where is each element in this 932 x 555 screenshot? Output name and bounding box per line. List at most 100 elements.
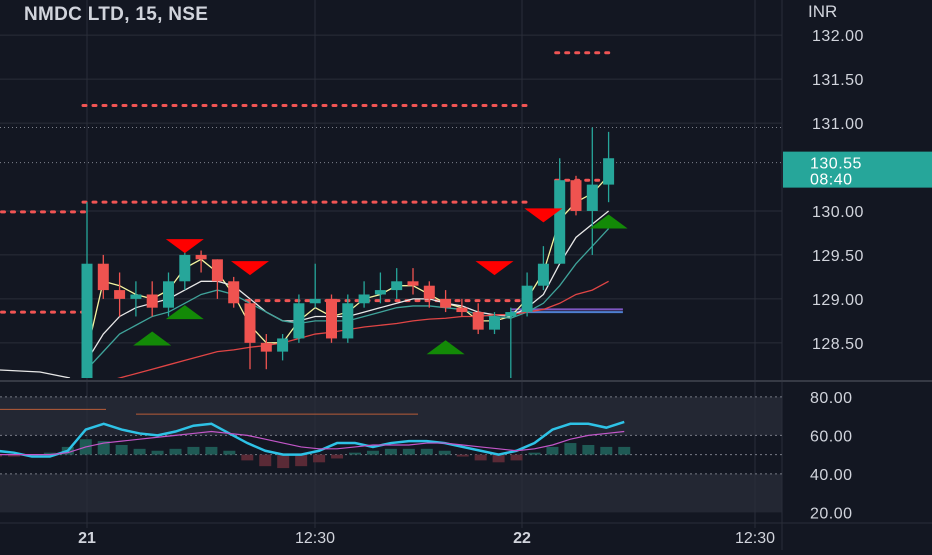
candle-body <box>260 342 272 352</box>
candle-body <box>423 285 435 299</box>
price-pane <box>0 51 782 378</box>
histogram-bar <box>43 452 56 455</box>
histogram-bar <box>241 454 254 461</box>
candle-body <box>391 281 403 291</box>
time-axis: 21 12:30 22 12:30 <box>78 530 775 547</box>
histogram-bar <box>582 444 595 455</box>
rsi-tick-label: 60.00 <box>810 428 853 445</box>
candle-body <box>211 259 223 282</box>
price-tick-label: 129.00 <box>812 292 864 309</box>
histogram-bar <box>133 448 146 455</box>
histogram-bar <box>618 446 631 455</box>
candle-body <box>456 307 468 313</box>
buy-signal-triangle <box>165 305 204 320</box>
candle-body <box>570 180 582 211</box>
candle-body <box>195 254 207 260</box>
price-tick-label: 130.00 <box>812 204 864 221</box>
histogram-bar <box>510 454 523 461</box>
rsi-tick-label: 80.00 <box>810 390 853 407</box>
rsi-band <box>0 473 782 513</box>
rsi-line <box>0 420 625 458</box>
candle-body <box>293 303 305 339</box>
rsi-tick-label: 40.00 <box>810 467 853 484</box>
sell-signal-triangle <box>524 208 563 223</box>
histogram-bar <box>295 454 308 467</box>
sell-signal-triangle <box>231 261 269 276</box>
time-tick-label: 21 <box>78 530 96 547</box>
price-tick-label: 132.00 <box>812 28 864 45</box>
histogram-bar <box>115 444 128 455</box>
candle-body <box>309 298 321 304</box>
symbol-title: NMDC LTD, 15, NSE <box>24 4 209 25</box>
histogram-bar <box>205 446 218 455</box>
histogram-bar <box>0 454 2 457</box>
histogram-bar <box>492 454 505 463</box>
time-tick-label: 12:30 <box>295 530 335 547</box>
candle-body <box>358 294 370 304</box>
price-tick-label: 131.50 <box>812 72 864 89</box>
currency-label: INR <box>808 2 838 21</box>
last-price-label: 130.55 <box>810 156 862 173</box>
histogram-bar <box>7 454 20 457</box>
candle-body <box>407 281 419 286</box>
rsi-pane: 80.00 60.00 40.00 20.00 <box>0 390 853 522</box>
candle-body <box>81 263 93 378</box>
candle-body <box>603 158 615 185</box>
histogram-bar <box>474 454 487 461</box>
buy-signal-triangle <box>426 340 465 355</box>
histogram-bar <box>313 454 326 463</box>
candle-body <box>277 338 289 352</box>
histogram-bar <box>366 450 379 455</box>
candle-body <box>521 285 533 313</box>
candle-body <box>586 184 598 211</box>
rsi-band <box>0 396 782 436</box>
histogram-bar <box>331 454 344 459</box>
buy-signal-triangle <box>133 331 172 346</box>
candle-body <box>554 180 566 264</box>
candle-body <box>505 312 517 317</box>
candle-body <box>228 281 240 304</box>
candle-body <box>244 303 256 343</box>
countdown-label: 08:40 <box>810 172 853 189</box>
histogram-bar <box>97 441 110 455</box>
candle-body <box>146 294 158 308</box>
candle-body <box>472 312 484 330</box>
rsi-ma-line <box>0 430 625 456</box>
histogram-bar <box>420 448 433 455</box>
candle-body <box>374 290 386 295</box>
time-tick-label: 12:30 <box>735 530 775 547</box>
histogram-bar <box>259 454 272 467</box>
moving-average-line <box>0 369 71 378</box>
candle-body <box>130 294 142 299</box>
histogram-bar <box>438 450 451 455</box>
histogram-bar <box>528 452 541 455</box>
candle-body <box>489 316 500 330</box>
time-tick-label: 22 <box>513 530 531 547</box>
candle-body <box>179 254 191 282</box>
sell-signal-triangle <box>475 261 514 276</box>
rsi-tick-label: 20.00 <box>810 505 853 522</box>
buy-signal-triangle <box>589 214 628 229</box>
price-tick-label: 128.50 <box>812 336 864 353</box>
histogram-bar <box>384 448 397 455</box>
histogram-bar <box>546 446 559 455</box>
candle-body <box>163 281 174 308</box>
histogram-bar <box>456 454 469 457</box>
price-tick-label: 129.50 <box>812 248 864 265</box>
price-axis: 132.00 131.50 131.00 130.00 129.50 129.00 128.… <box>783 28 932 353</box>
price-tick-label: 131.00 <box>812 116 864 133</box>
histogram-bar <box>564 443 577 455</box>
histogram-bar <box>600 446 613 455</box>
sell-signal-triangle <box>165 239 204 254</box>
candle-body <box>342 303 354 339</box>
histogram-bar <box>187 446 200 455</box>
histogram-bar <box>223 450 236 455</box>
candle-body <box>326 298 337 339</box>
candle-body <box>537 263 549 286</box>
candle-body <box>97 263 109 291</box>
histogram-bar <box>277 454 290 469</box>
